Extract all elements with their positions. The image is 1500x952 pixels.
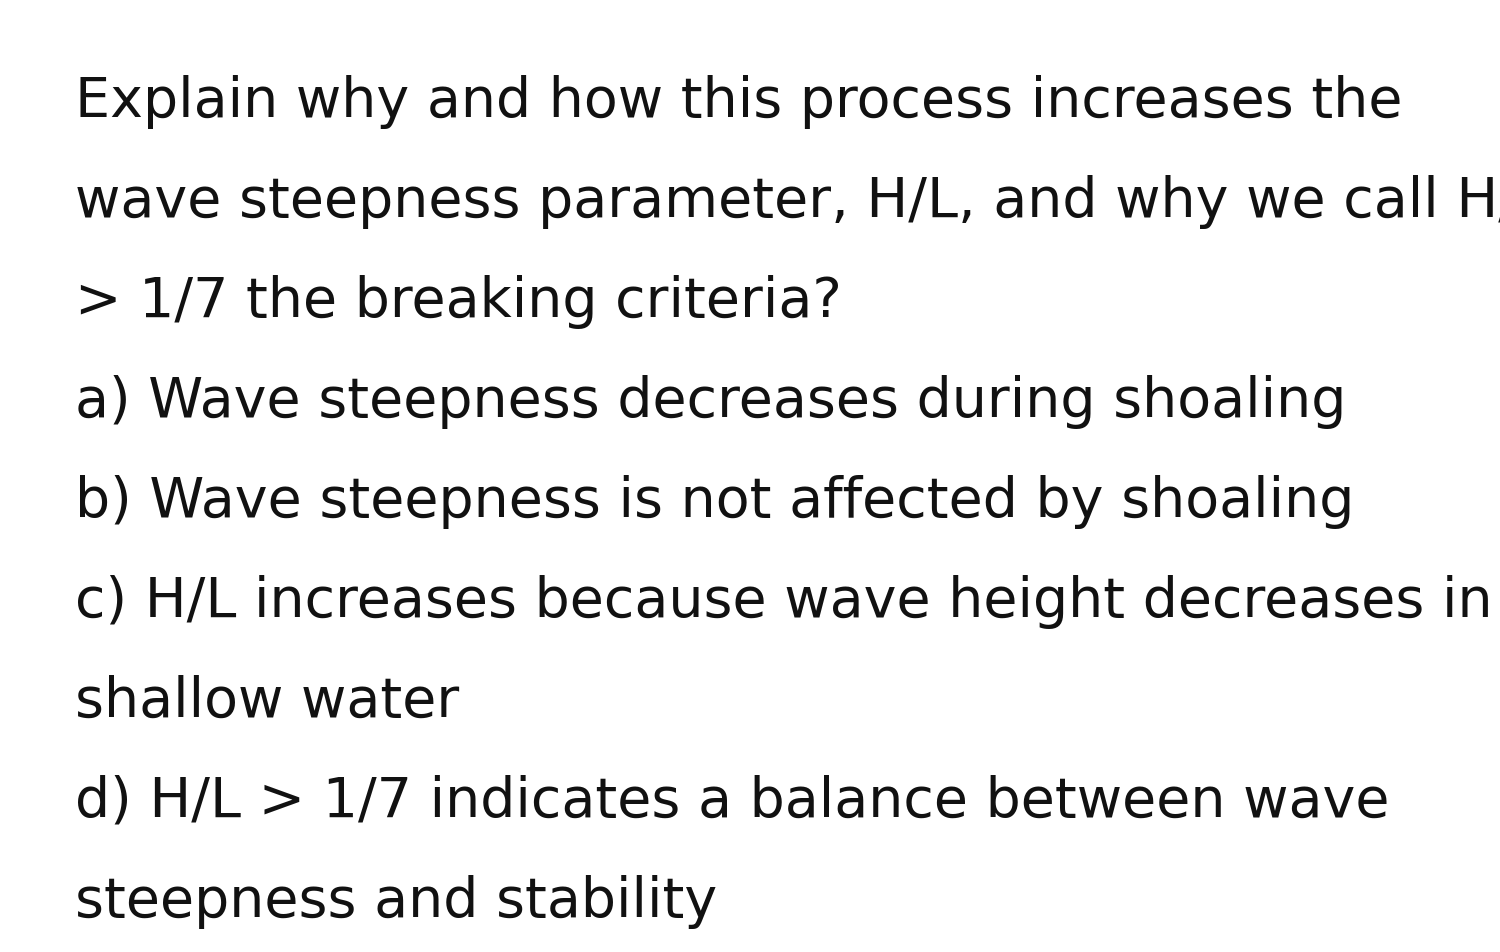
Text: steepness and stability: steepness and stability <box>75 875 717 929</box>
Text: d) H/L > 1/7 indicates a balance between wave: d) H/L > 1/7 indicates a balance between… <box>75 775 1389 829</box>
Text: a) Wave steepness decreases during shoaling: a) Wave steepness decreases during shoal… <box>75 375 1347 429</box>
Text: b) Wave steepness is not affected by shoaling: b) Wave steepness is not affected by sho… <box>75 475 1354 529</box>
Text: c) H/L increases because wave height decreases in: c) H/L increases because wave height dec… <box>75 575 1492 629</box>
Text: > 1/7 the breaking criteria?: > 1/7 the breaking criteria? <box>75 275 842 329</box>
Text: Explain why and how this process increases the: Explain why and how this process increas… <box>75 75 1402 129</box>
Text: wave steepness parameter, H/L, and why we call H/L: wave steepness parameter, H/L, and why w… <box>75 175 1500 229</box>
Text: shallow water: shallow water <box>75 675 459 729</box>
